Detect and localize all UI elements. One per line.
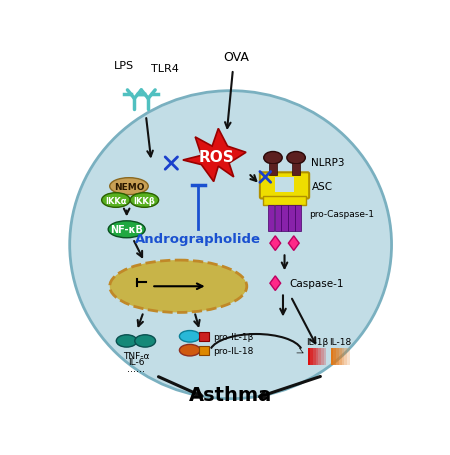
Bar bbox=[281, 205, 288, 231]
Bar bbox=[321, 348, 324, 365]
Text: IL-1β: IL-1β bbox=[306, 337, 328, 346]
Ellipse shape bbox=[110, 178, 148, 195]
Ellipse shape bbox=[180, 344, 200, 356]
Bar bbox=[313, 348, 316, 365]
Text: ROS: ROS bbox=[199, 150, 234, 165]
Ellipse shape bbox=[264, 152, 282, 164]
Bar bbox=[333, 348, 336, 365]
Ellipse shape bbox=[116, 335, 137, 347]
Polygon shape bbox=[183, 129, 246, 182]
Text: IKKα: IKKα bbox=[105, 196, 126, 205]
Bar bbox=[292, 164, 300, 176]
Text: IKKβ: IKKβ bbox=[134, 196, 155, 205]
Bar bbox=[310, 348, 313, 365]
Text: Andrographolide: Andrographolide bbox=[135, 233, 261, 246]
Bar bbox=[336, 348, 339, 365]
Bar bbox=[199, 332, 209, 341]
Text: IL-6: IL-6 bbox=[128, 357, 144, 366]
Ellipse shape bbox=[135, 335, 156, 347]
Text: ASC: ASC bbox=[311, 182, 333, 192]
Text: LPS: LPS bbox=[113, 61, 134, 71]
Bar bbox=[347, 348, 350, 365]
Text: NF-κB: NF-κB bbox=[110, 225, 143, 235]
Bar bbox=[342, 348, 344, 365]
Ellipse shape bbox=[130, 193, 159, 208]
Polygon shape bbox=[270, 276, 281, 291]
Text: IL-18: IL-18 bbox=[329, 337, 351, 346]
Ellipse shape bbox=[108, 221, 145, 238]
Bar bbox=[288, 205, 295, 231]
Bar bbox=[331, 348, 333, 365]
Polygon shape bbox=[288, 236, 299, 251]
Text: TLR4: TLR4 bbox=[151, 64, 179, 74]
Ellipse shape bbox=[180, 331, 200, 342]
Text: pro-Caspase-1: pro-Caspase-1 bbox=[309, 210, 374, 219]
Bar bbox=[263, 197, 306, 206]
Text: pro-IL-1β: pro-IL-1β bbox=[213, 332, 253, 341]
Text: NLRP3: NLRP3 bbox=[311, 157, 345, 167]
Text: Asthma: Asthma bbox=[189, 385, 272, 404]
Ellipse shape bbox=[287, 152, 305, 164]
Bar bbox=[316, 348, 319, 365]
Bar bbox=[199, 346, 209, 355]
Bar bbox=[295, 205, 302, 231]
Bar bbox=[344, 348, 347, 365]
Polygon shape bbox=[270, 236, 281, 251]
Bar bbox=[319, 348, 321, 365]
Text: pro-IL-18: pro-IL-18 bbox=[213, 346, 253, 355]
Ellipse shape bbox=[110, 261, 247, 313]
Text: TNF-α: TNF-α bbox=[123, 351, 149, 360]
Bar bbox=[308, 348, 310, 365]
Bar bbox=[275, 177, 294, 193]
Ellipse shape bbox=[102, 193, 130, 208]
Text: Caspase-1: Caspase-1 bbox=[289, 278, 344, 288]
Bar bbox=[268, 205, 274, 231]
FancyBboxPatch shape bbox=[260, 173, 309, 199]
Bar bbox=[269, 164, 277, 176]
Text: OVA: OVA bbox=[223, 51, 249, 64]
Text: ......: ...... bbox=[127, 364, 145, 374]
Text: NEMO: NEMO bbox=[114, 182, 144, 191]
Bar bbox=[324, 348, 327, 365]
Bar bbox=[339, 348, 342, 365]
Ellipse shape bbox=[70, 91, 392, 399]
Bar bbox=[274, 205, 281, 231]
